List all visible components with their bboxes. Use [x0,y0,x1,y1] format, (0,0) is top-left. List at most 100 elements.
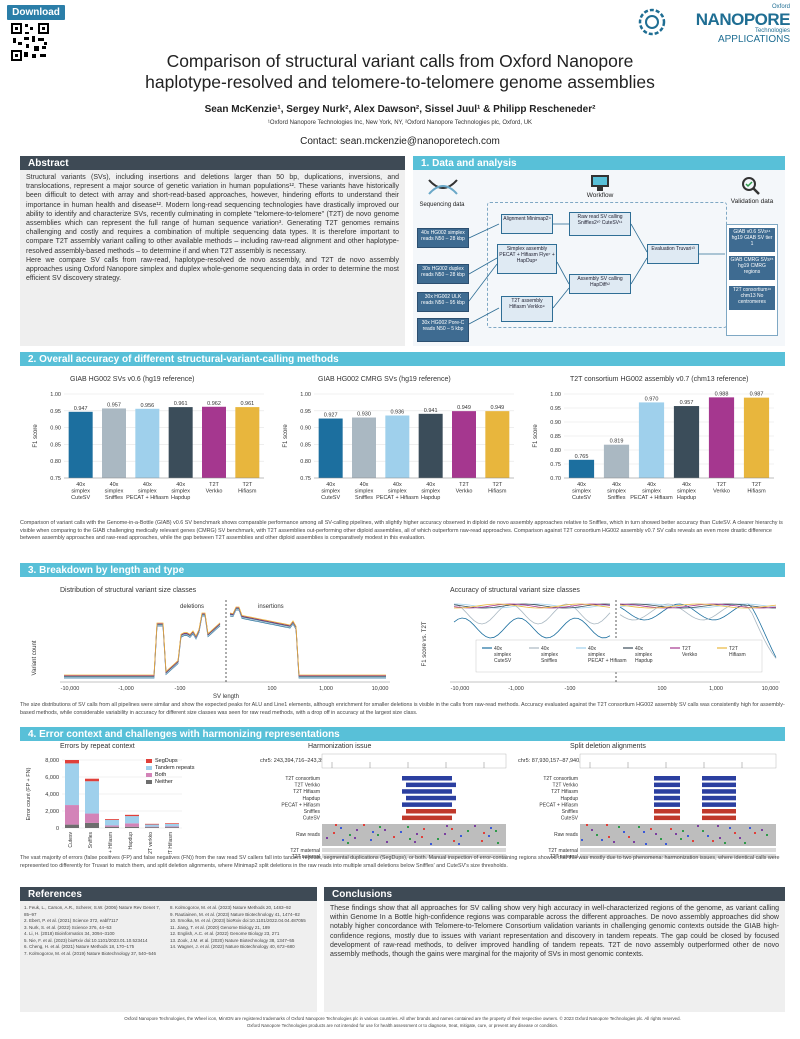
read-mismatch [384,829,386,831]
qr-code[interactable] [10,22,50,62]
bar [452,411,476,478]
read-mismatch [601,839,603,841]
val-box-1: GIAB v0.6 SVs¹⁴ hg19 GIAB SV tier 1 [729,228,775,252]
legend-segdups: SegDups [146,758,194,764]
section1-panel: 1. Data and analysis Sequencing data 40x… [413,156,785,346]
stack-segment [145,826,159,828]
read-mismatch [370,839,372,841]
sv-call-block [654,795,680,801]
legend-tandem: Tandem repeats [146,765,194,771]
acc-legend-label: 40x [541,646,550,652]
y-tick-label: 0.85 [300,442,311,448]
sv-call-block [702,776,736,781]
dist-line-deletion [64,613,221,676]
reference-item: 4. Li, H. (2018) Bioinformatics 34, 3094… [24,931,115,936]
x-tick-label: simplex [677,489,696,495]
reference-item: 14. Wagner, J. et al. (2022) Nature Biot… [170,944,295,949]
acc-line-insertion [619,603,777,659]
nanopore-wheel-icon [638,8,666,36]
acc-ylabel: F1 score vs. T2T [422,621,428,666]
reference-item: 12. English, A.C. et al. (2022) Genome B… [170,931,280,936]
dist-xlabel: SV length [213,694,239,700]
bar [202,406,226,478]
reference-item: 9. Rautiainen, M. et al. (2023) Nature B… [170,911,300,917]
read-mismatch [451,828,453,830]
read-mismatch [416,833,418,835]
sv-call-block [702,802,736,807]
dist-ylabel: Variant count [32,640,38,675]
read-mismatch [400,831,402,833]
bar-value-label: 0.927 [324,413,338,419]
references-panel: References 1. Feuk, L., Carson, A.R., Sc… [20,887,317,1012]
bar-value-label: 0.961 [240,401,254,407]
x-tick-label: CuteSV [71,495,90,501]
bar [385,415,410,478]
x-tick-label: Sniffles [105,495,123,501]
read-mismatch [680,838,682,840]
bar [603,444,630,478]
footer-line2: Oxford Nanopore Technologies products ar… [246,1022,559,1028]
acc-line-deletion [453,603,611,609]
acc-legend-label: 40x [588,646,597,652]
read-mismatch [372,831,374,833]
flow-assembly-sv: Assembly SV calling HapDiff¹² [569,274,631,294]
track-label: T2T Verkko [553,783,579,789]
read-mismatch [702,830,704,832]
affiliations: ¹Oxford Nanopore Technologies Inc, New Y… [267,120,533,126]
acc-line-insertion [619,603,777,609]
dist-line-insertion [229,607,386,677]
x-tick-label: T2T [752,482,762,488]
size-accuracy-chart: F1 score vs. T2T -10,000 -1,000 -100 100 1,0… [422,600,780,692]
magnifier-check-icon [742,177,760,195]
errors-stack-chart: Error count (FP + FN) 0 2,000 4,000 6,000 8,0… [26,758,182,854]
read-mismatch [734,832,736,834]
acc-legend-label: T2T [682,646,691,652]
x-tick-label: 40x [326,482,335,488]
stack-segment [65,824,79,828]
read-mismatch [682,830,684,832]
dist-line-insertion [229,608,386,678]
read-mismatch [335,824,337,826]
ylabel: F1 score [283,424,289,448]
x-tick-label: Hifiasm [488,489,507,495]
read-mismatch [407,826,409,828]
y-tick-label: 0.90 [50,426,61,432]
read-mismatch [333,832,335,834]
track-label: CuteSV [303,816,321,822]
read-mismatch [349,834,351,836]
sv-call-block [702,782,736,788]
x-tick-label: Verkko [713,489,730,495]
read-mismatch [650,828,652,830]
acc-line-insertion [619,603,777,609]
read-mismatch [326,837,328,839]
read-mismatch [697,825,699,827]
references-header: References [20,887,317,901]
stack-segment [125,814,139,817]
read-mismatch [460,835,462,837]
conclusions-header: Conclusions [324,887,785,901]
stack-segment [85,778,99,782]
download-button[interactable]: Download [7,5,65,20]
x-tick-label: T2T verkko [148,832,154,854]
read-mismatch [377,834,379,836]
bar [418,413,443,478]
validation-label: Validation data [730,198,774,205]
dist-x-tick: 1,000 [319,686,333,692]
x-tick-label: CuteSV [572,495,591,501]
read-mismatch [347,842,349,844]
x-tick-label: simplex [355,489,374,495]
read-mismatch [687,835,689,837]
logo-top: Oxford [771,4,790,10]
sv-call-block [402,789,452,794]
x-tick-label: simplex [138,489,157,495]
x-tick-label: CuteSV [321,495,340,501]
read-mismatch [692,840,694,842]
sv-call-block [654,809,680,814]
stack-title: Errors by repeat context [60,743,135,750]
bar-value-label: 0.936 [390,410,404,416]
acc-line-deletion [453,603,611,625]
stack-segment [105,825,119,827]
read-mismatch [618,826,620,828]
abstract-panel: Abstract Structural variants (SVs), incl… [20,156,405,346]
x-tick-label: Hapdup [421,495,440,501]
